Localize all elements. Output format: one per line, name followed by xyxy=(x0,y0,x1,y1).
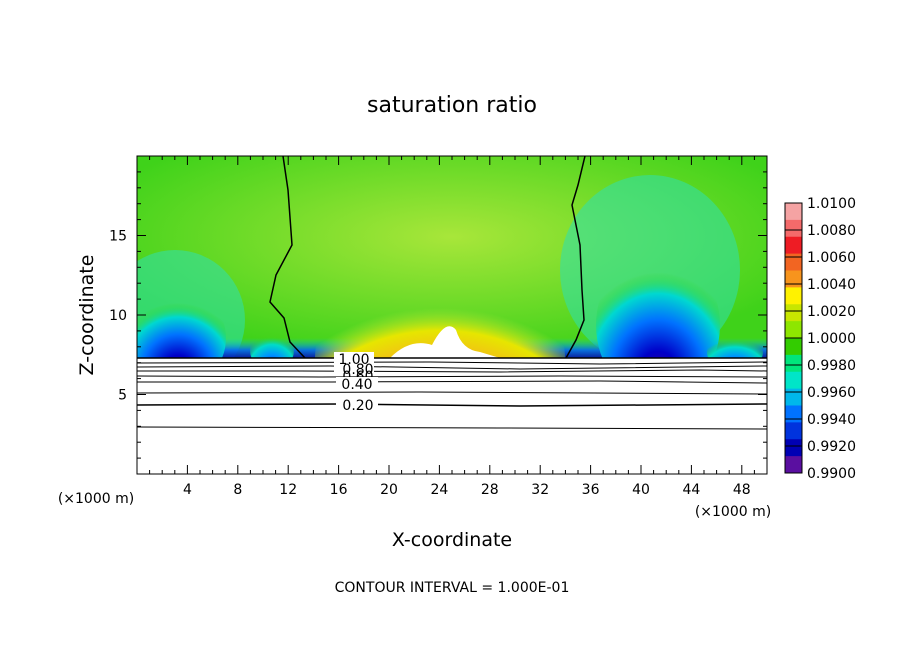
contour-1.00-right xyxy=(565,156,586,359)
y-axis-title: Z-coordinate xyxy=(76,255,98,376)
x-tick-label: 36 xyxy=(582,482,600,498)
y-axis: 5 10 15 xyxy=(109,171,767,459)
colorbar-label: 1.0080 xyxy=(807,223,856,239)
colorbar: 1.0100 1.0080 1.0060 1.0040 1.0020 1.0000 0.99… xyxy=(784,196,856,482)
colorbar-label: 0.9920 xyxy=(807,439,856,455)
x-unit-label-left: (×1000 m) xyxy=(58,491,134,507)
x-tick-label: 8 xyxy=(233,482,242,498)
colorbar-label: 0.9960 xyxy=(807,385,856,401)
colorbar-swatch xyxy=(785,354,802,373)
x-tick-label: 16 xyxy=(330,482,348,498)
y-tick-label: 5 xyxy=(118,388,127,404)
colorbar-swatch xyxy=(785,439,802,457)
x-tick-label: 12 xyxy=(279,482,297,498)
contour-label-0.20: 0.20 xyxy=(342,398,373,414)
x-tick-label: 40 xyxy=(632,482,650,498)
colorbar-swatch xyxy=(785,405,802,423)
field-below-cloud xyxy=(137,358,767,474)
colorbar-label: 1.0100 xyxy=(807,196,856,212)
contour-label-1.00: 1.00 xyxy=(338,352,369,368)
contour-label-0.40: 0.40 xyxy=(341,377,372,393)
colorbar-label: 1.0060 xyxy=(807,250,856,266)
y-tick-label: 15 xyxy=(109,229,127,245)
colorbar-swatch xyxy=(785,253,802,271)
x-tick-label: 20 xyxy=(380,482,398,498)
colorbar-swatch xyxy=(785,270,802,288)
x-tick-label: 48 xyxy=(733,482,751,498)
x-axis-title: X-coordinate xyxy=(392,529,512,551)
chart-title: saturation ratio xyxy=(367,93,537,118)
colorbar-swatch xyxy=(785,321,802,339)
colorbar-swatch xyxy=(785,371,802,390)
y-tick-label: 10 xyxy=(109,308,127,324)
colorbar-swatch xyxy=(785,203,802,221)
colorbar-swatch xyxy=(785,338,802,356)
contour-lines xyxy=(137,357,767,430)
x-tick-label: 44 xyxy=(682,482,700,498)
colorbar-label: 0.9980 xyxy=(807,358,856,374)
colorbar-swatch xyxy=(785,388,802,406)
plot-area: 1.00 0.80 0.60 0.40 0.20 xyxy=(137,156,767,474)
colorbar-swatch xyxy=(785,287,802,305)
colorbar-label: 1.0020 xyxy=(807,304,856,320)
colorbar-label: 0.9940 xyxy=(807,412,856,428)
colorbar-label: 0.9900 xyxy=(807,466,856,482)
contour-interval-note: CONTOUR INTERVAL = 1.000E-01 xyxy=(335,580,570,596)
x-tick-label: 24 xyxy=(430,482,448,498)
colorbar-swatch xyxy=(785,236,802,255)
contour-label-0.80: 0.80 xyxy=(342,362,373,378)
x-tick-label: 32 xyxy=(531,482,549,498)
contour-1.00-left xyxy=(269,156,306,359)
colorbar-swatch xyxy=(785,304,802,322)
colorbar-swatch xyxy=(785,422,802,440)
colorbar-swatch xyxy=(785,456,802,474)
colorbar-swatch xyxy=(785,219,802,238)
colorbar-label: 1.0040 xyxy=(807,277,856,293)
x-tick-label: 28 xyxy=(481,482,499,498)
x-axis: 4 8 12 16 20 24 28 32 36 40 44 48 xyxy=(149,156,755,498)
colorbar-label: 1.0000 xyxy=(807,331,856,347)
x-tick-label: 4 xyxy=(183,482,192,498)
x-unit-label-right: (×1000 m) xyxy=(695,504,771,520)
